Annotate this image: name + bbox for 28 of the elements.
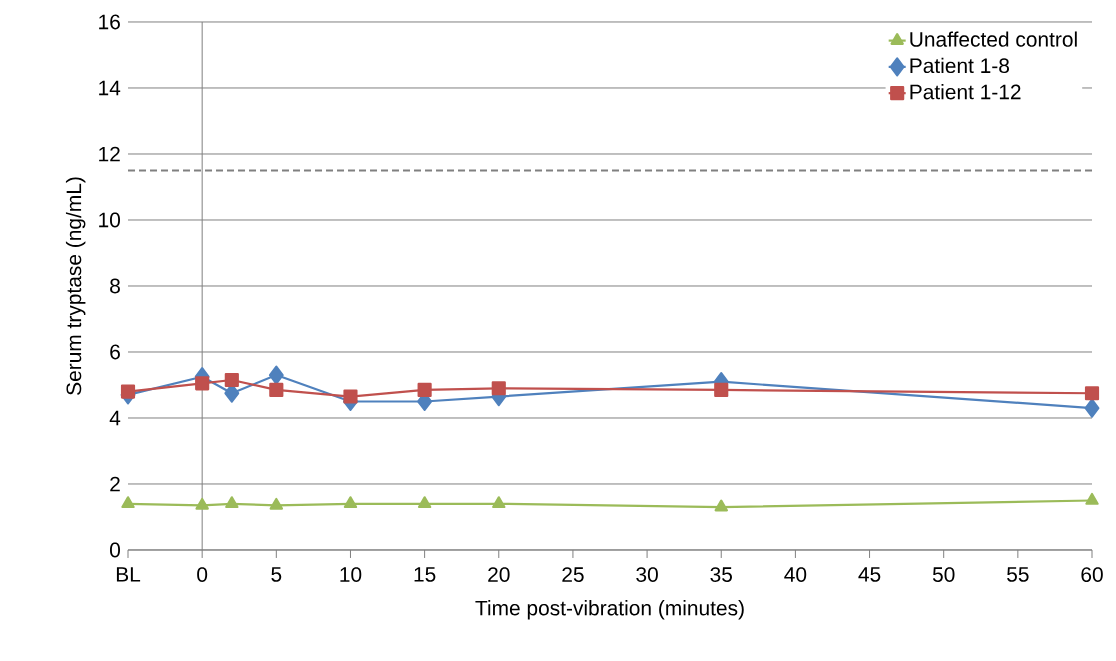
x-tick-label: BL [116,567,141,582]
x-tick-label: 20 [488,567,510,582]
y-tick-label: 4 [109,410,121,426]
x-tick-label: 25 [562,567,584,582]
y-tick-label: 12 [99,146,120,162]
x-tick-label: 10 [340,567,362,582]
x-axis-title: Time post-vibration (minutes) [475,600,744,620]
y-tick-label: 2 [110,476,120,492]
y-tick-label: 8 [110,278,120,294]
x-tick-label: 55 [1007,567,1029,582]
x-tick-label: 50 [932,567,955,582]
y-tick-label: 6 [110,344,120,360]
x-tick-label: 30 [636,567,658,582]
y-tick-label: 10 [99,212,121,228]
legend-label: Patient 1-8 [910,57,1010,74]
y-tick-label: 14 [99,80,121,96]
x-tick-label: 5 [271,567,282,582]
x-tick-label: 60 [1081,567,1103,582]
legend-label: Patient 1-12 [910,84,1021,100]
x-tick-label: 0 [197,567,208,582]
y-tick-label: 16 [99,14,120,30]
legend-label: Unaffected control [910,31,1077,47]
y-axis-title: Serum tryptase (ng/mL) [65,177,86,395]
x-tick-label: 15 [414,567,436,582]
x-tick-label: 45 [858,567,881,582]
y-tick-label: 0 [110,542,121,558]
x-tick-label: 35 [710,567,732,582]
x-tick-label: 40 [784,567,807,582]
